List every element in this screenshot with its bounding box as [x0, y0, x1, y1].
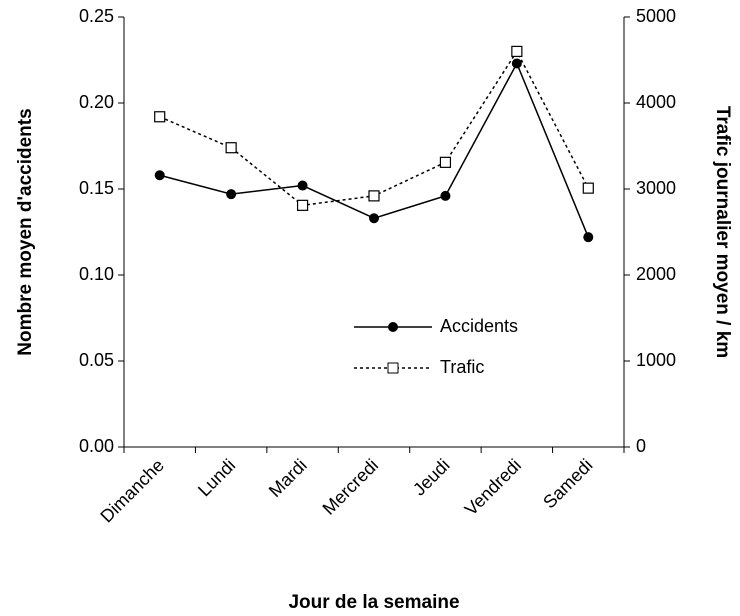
y2-tick-label: 3000 [636, 178, 676, 198]
marker [225, 142, 237, 154]
y2-tick-label: 0 [636, 436, 646, 456]
x-tick-label: Samedi [539, 455, 596, 512]
y2-tick-label: 5000 [636, 6, 676, 26]
marker [154, 170, 165, 181]
y-tick-label: 0.25 [79, 6, 114, 26]
y2-tick-label: 4000 [636, 92, 676, 112]
marker [369, 213, 379, 224]
y-tick-label: 0.20 [79, 92, 114, 112]
x-tick-label: Vendredi [461, 455, 525, 519]
x-tick-label: Mardi [265, 455, 311, 501]
y2-axis-title: Trafic journalier moyen / km [712, 106, 733, 358]
x-tick-label: Jeudi [409, 455, 454, 500]
marker [582, 182, 594, 194]
x-axis-title: Jour de la semaine [288, 592, 459, 613]
marker [154, 111, 166, 123]
y-tick-label: 0.10 [79, 264, 114, 284]
marker [297, 180, 308, 191]
y-tick-label: 0.05 [79, 350, 114, 370]
y2-tick-label: 1000 [636, 350, 676, 370]
legend-label: Trafic [440, 357, 484, 377]
marker [368, 190, 380, 202]
x-tick-label: Lundi [194, 455, 239, 500]
marker [511, 58, 522, 69]
series-line [159, 61, 589, 238]
legend-label: Accidents [440, 316, 518, 336]
x-tick-label: Dimanche [96, 455, 167, 526]
legend-marker [388, 322, 398, 332]
marker [583, 232, 594, 243]
x-tick-label: Mercredi [319, 455, 383, 519]
y2-tick-label: 2000 [636, 264, 676, 284]
marker [296, 199, 309, 211]
series-line [159, 49, 589, 207]
marker [440, 190, 451, 201]
y-tick-label: 0.15 [79, 178, 114, 198]
y-tick-label: 0.00 [79, 436, 114, 456]
marker [511, 45, 523, 58]
legend-marker [387, 362, 399, 374]
marker [439, 156, 452, 168]
marker [226, 189, 237, 200]
y-axis-title: Nombre moyen d'accidents [15, 108, 36, 355]
